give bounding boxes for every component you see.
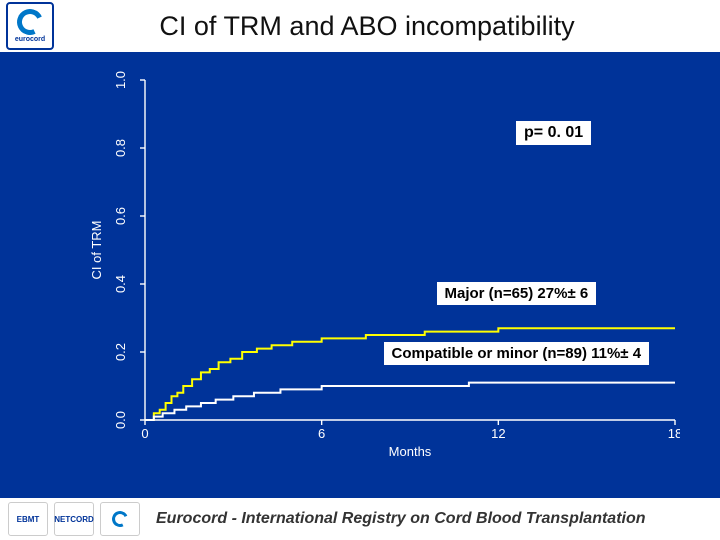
logo-c-icon	[110, 509, 131, 530]
logo-text: eurocord	[15, 36, 45, 43]
svg-text:Months: Months	[389, 444, 432, 459]
footer-logo-ebmt: EBMT	[8, 502, 48, 536]
svg-text:0.8: 0.8	[113, 139, 128, 157]
svg-text:0.6: 0.6	[113, 207, 128, 225]
chart: 0.00.20.40.60.81.0CI of TRM061218Months …	[80, 70, 680, 470]
svg-text:18: 18	[668, 426, 680, 441]
footer-title: Eurocord - International Registry on Cor…	[146, 510, 712, 528]
eurocord-logo: eurocord	[6, 2, 54, 50]
footer-logo-eurocord	[100, 502, 140, 536]
svg-text:1.0: 1.0	[113, 71, 128, 89]
logo-c-icon	[13, 5, 46, 38]
svg-text:0.4: 0.4	[113, 275, 128, 293]
chart-annotation: Major (n=65) 27%± 6	[437, 282, 597, 305]
page-title: CI of TRM and ABO incompatibility	[54, 11, 720, 42]
svg-text:0.2: 0.2	[113, 343, 128, 361]
chart-annotation: p= 0. 01	[516, 121, 591, 145]
svg-text:0: 0	[141, 426, 148, 441]
chart-annotation: Compatible or minor (n=89) 11%± 4	[384, 342, 650, 365]
header: eurocord CI of TRM and ABO incompatibili…	[0, 0, 720, 52]
footer-logo-netcord: NETCORD	[54, 502, 94, 536]
svg-text:CI of TRM: CI of TRM	[89, 221, 104, 280]
svg-text:6: 6	[318, 426, 325, 441]
svg-text:0.0: 0.0	[113, 411, 128, 429]
footer: EBMT NETCORD Eurocord - International Re…	[0, 498, 720, 540]
svg-text:12: 12	[491, 426, 505, 441]
